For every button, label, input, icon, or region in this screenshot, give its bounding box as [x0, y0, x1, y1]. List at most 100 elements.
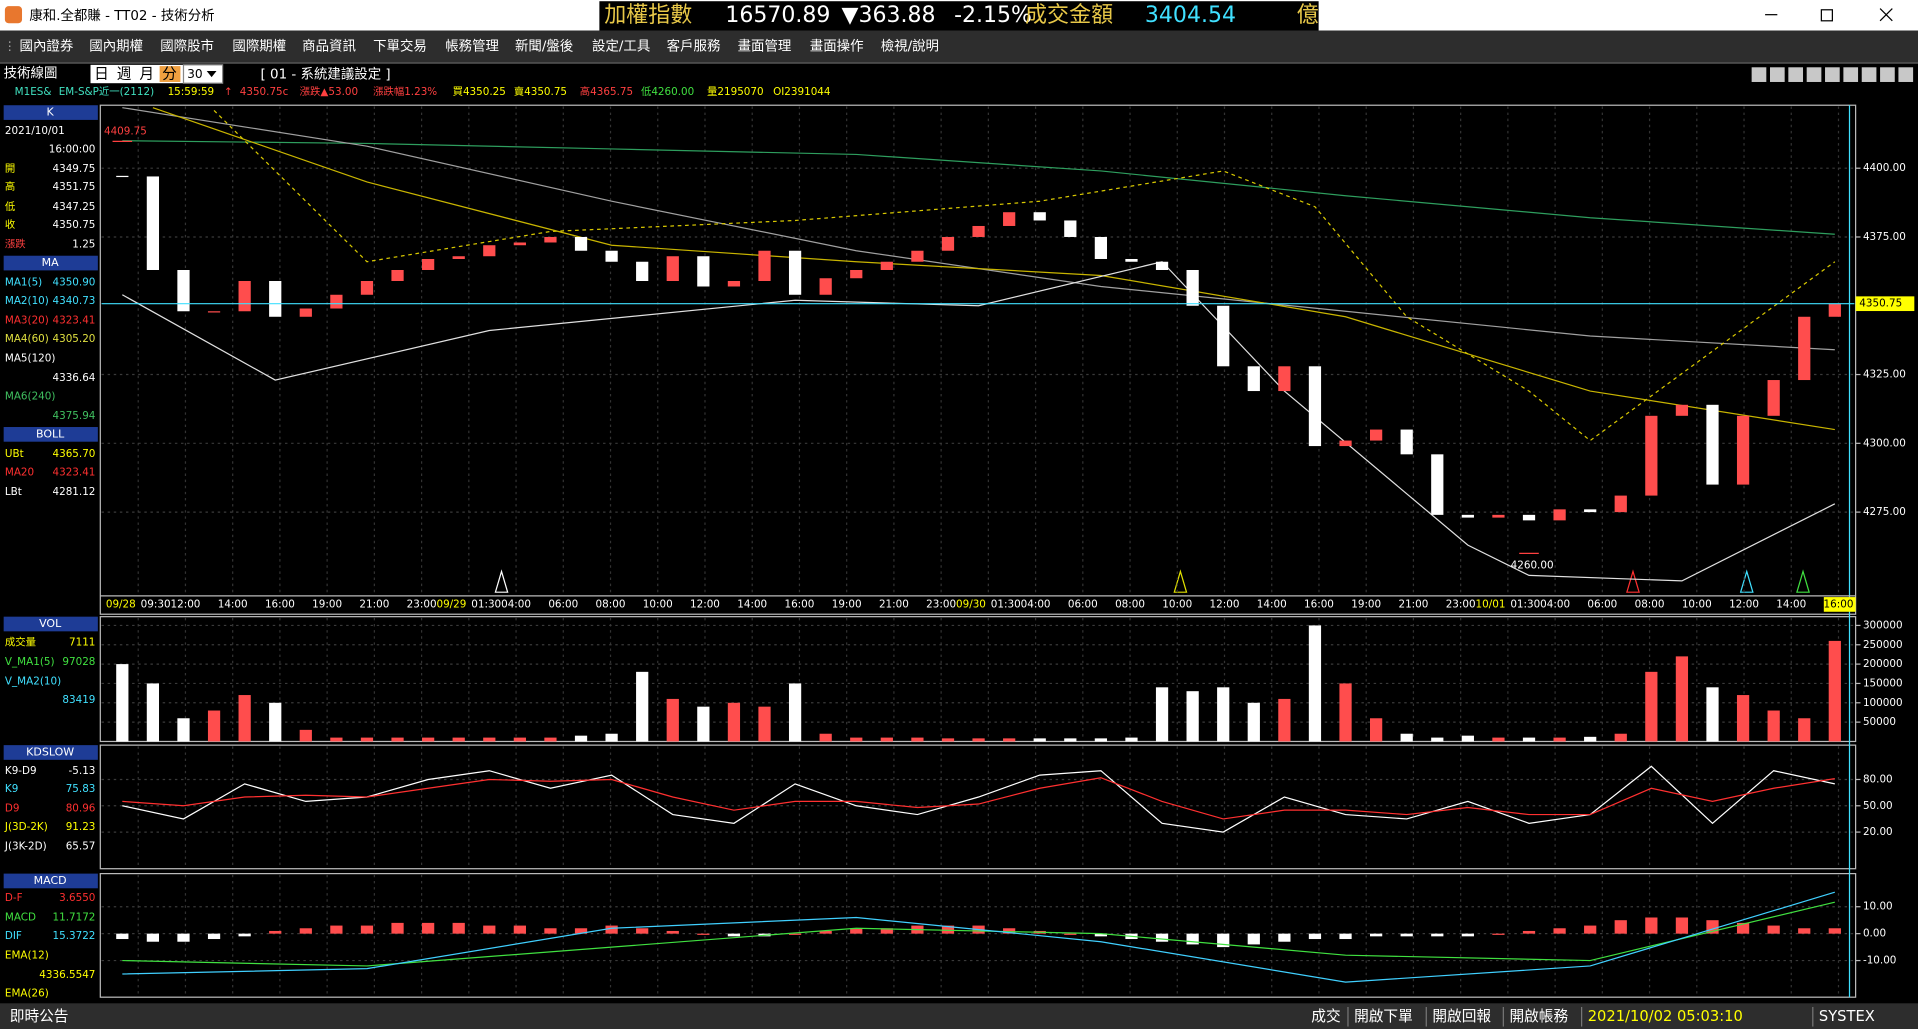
toolbar-icons[interactable]	[1751, 67, 1914, 82]
candle	[1767, 380, 1780, 416]
candle	[1247, 366, 1260, 392]
time-label: 16:00	[784, 598, 814, 610]
app-icon	[4, 6, 23, 24]
setting-name: [ 01 - 系統建議設定 ]	[261, 67, 391, 83]
close[interactable]	[1879, 8, 1893, 22]
period-option[interactable]: 月	[139, 66, 154, 83]
volume-bar	[1706, 687, 1719, 742]
interval-box[interactable]	[182, 64, 224, 84]
tool-icon[interactable]	[1843, 67, 1859, 82]
period-option[interactable]: 日	[94, 66, 109, 83]
tool-icon[interactable]	[1806, 67, 1822, 82]
menu-item[interactable]: 畫面操作	[810, 38, 864, 54]
info-label: 漲跌	[5, 238, 26, 251]
panel-header: BOLL	[36, 427, 65, 440]
signal-marker	[1626, 569, 1640, 593]
info-label: 低	[5, 200, 16, 213]
menu-item[interactable]: 下單交易	[373, 37, 427, 54]
period-option[interactable]: 週	[117, 66, 132, 83]
quote-field: OI2391044	[773, 86, 831, 98]
menu-item[interactable]: 帳務管理	[445, 38, 499, 54]
candle	[1094, 236, 1108, 259]
info-value: 97028	[62, 656, 95, 668]
info-value: 16:00:00	[49, 143, 96, 155]
tool-icon[interactable]	[1751, 67, 1767, 82]
panel-header-bg	[3, 427, 98, 442]
status-notice[interactable]: 即時公告	[10, 1008, 69, 1025]
candle	[727, 281, 741, 287]
candle	[330, 294, 343, 309]
y-tick-label: 4300.00	[1863, 437, 1906, 449]
info-value: 83419	[62, 694, 95, 706]
volume-bar	[941, 738, 955, 742]
time-label: 01:30	[471, 598, 501, 610]
status-item[interactable]: 開啟帳務	[1509, 1008, 1568, 1025]
panel-header: KDSLOW	[26, 745, 74, 758]
menu-item[interactable]: 新聞/盤後	[515, 38, 574, 54]
candle	[697, 256, 710, 287]
menu-item[interactable]: 客戶服務	[667, 37, 721, 54]
period-option[interactable]: 分	[162, 66, 177, 83]
macd-bar	[1247, 933, 1260, 945]
candle	[1431, 454, 1444, 515]
status-item[interactable]: 開啟下單	[1354, 1008, 1413, 1025]
tool-icon[interactable]	[1788, 67, 1804, 82]
restore[interactable]	[1820, 9, 1833, 22]
macd-bar	[1094, 933, 1108, 937]
time-label: 16:00	[265, 598, 295, 610]
candle	[788, 250, 802, 295]
y-tick-label: 100000	[1863, 697, 1903, 709]
menu-item[interactable]: 國內期權	[89, 38, 143, 54]
candle	[1308, 366, 1322, 447]
quote-field: M1ES&	[15, 86, 52, 98]
time-date: 09/29	[436, 598, 466, 610]
indicator-line	[122, 765, 1835, 833]
tool-icon[interactable]	[1880, 67, 1895, 82]
time-label: 21:00	[879, 598, 909, 610]
status-item[interactable]: 開啟回報	[1432, 1008, 1491, 1025]
info-label: 成交量	[5, 635, 36, 648]
menu-item[interactable]: 國際期權	[232, 38, 286, 54]
macd-bar	[666, 930, 679, 934]
info-label: D9	[5, 803, 20, 815]
tool-icon[interactable]	[1898, 67, 1914, 82]
macd-bar	[483, 925, 496, 934]
macd-bar	[1767, 925, 1780, 934]
macd-bar	[850, 928, 863, 934]
time-label: 08:00	[1635, 598, 1665, 610]
tool-icon[interactable]	[1861, 67, 1877, 82]
volume-bar	[1492, 737, 1505, 742]
window-title: 康和.全都賺 - TT02 - 技術分析	[29, 7, 214, 24]
menu-item[interactable]: 國際股市	[160, 37, 214, 54]
macd-bar	[1400, 933, 1413, 937]
menu-item[interactable]: 檢視/說明	[881, 37, 939, 54]
tool-icon[interactable]	[1825, 67, 1840, 82]
window-controls[interactable]	[1765, 8, 1893, 22]
menu-item[interactable]: 設定/工具	[592, 38, 650, 54]
status-item[interactable]: 成交	[1311, 1007, 1341, 1025]
price-frame	[99, 104, 1857, 615]
time-label: 06:00	[1068, 598, 1098, 610]
volume-bar	[422, 737, 435, 742]
tool-icon[interactable]	[1769, 67, 1785, 82]
macd-bar	[788, 933, 802, 935]
info-value: 75.83	[66, 783, 96, 795]
menu-item[interactable]: 畫面管理	[738, 38, 792, 54]
macd-bar	[1155, 933, 1169, 942]
macd-bar	[544, 928, 557, 934]
macd-bar	[513, 925, 526, 934]
volume-bar	[238, 695, 251, 742]
volume-bar	[1767, 710, 1780, 742]
signal-marker	[1796, 569, 1810, 593]
macd-bar	[1431, 933, 1444, 937]
info-label: MA1(5)	[5, 277, 42, 289]
time-label: 23:00	[926, 598, 956, 610]
status-bar	[0, 1003, 1918, 1029]
candle	[1492, 514, 1505, 518]
macd-bar	[269, 930, 282, 934]
volume-bar	[605, 733, 618, 742]
menu-item[interactable]: 商品資訊	[302, 38, 356, 54]
menu-item[interactable]: 國內證券	[20, 37, 74, 54]
info-label: D-F	[5, 892, 23, 904]
candle	[1675, 404, 1689, 416]
